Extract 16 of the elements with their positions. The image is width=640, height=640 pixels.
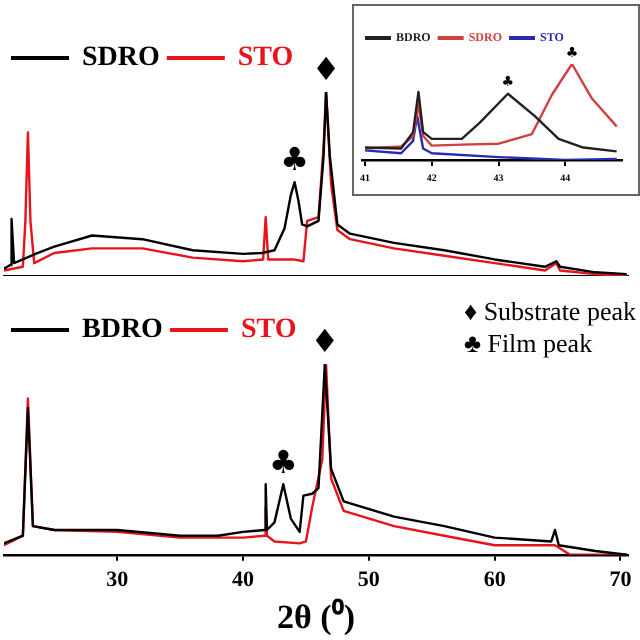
x-tick-label: 30 bbox=[106, 567, 130, 592]
x-tick-label: 50 bbox=[357, 567, 381, 592]
annotation: ♣ bbox=[268, 442, 298, 481]
legend-label: STO bbox=[237, 43, 294, 74]
legend-label: BDRO bbox=[82, 315, 164, 346]
annotation: ♦ bbox=[311, 50, 341, 89]
legend-label: STO bbox=[240, 315, 297, 346]
x-tick-label: 40 bbox=[232, 567, 256, 592]
legend-label: SDRO bbox=[82, 43, 161, 74]
annotation: ♦ bbox=[310, 322, 340, 361]
x-axis-title: 2θ (⁰) bbox=[277, 598, 355, 637]
x-tick-label: 70 bbox=[609, 567, 633, 592]
text: ♦ Substrate peak bbox=[463, 296, 636, 328]
x-tick-label: 60 bbox=[483, 567, 507, 592]
text: ♣ Film peak bbox=[463, 328, 595, 360]
annotation: ♣ bbox=[280, 140, 309, 179]
